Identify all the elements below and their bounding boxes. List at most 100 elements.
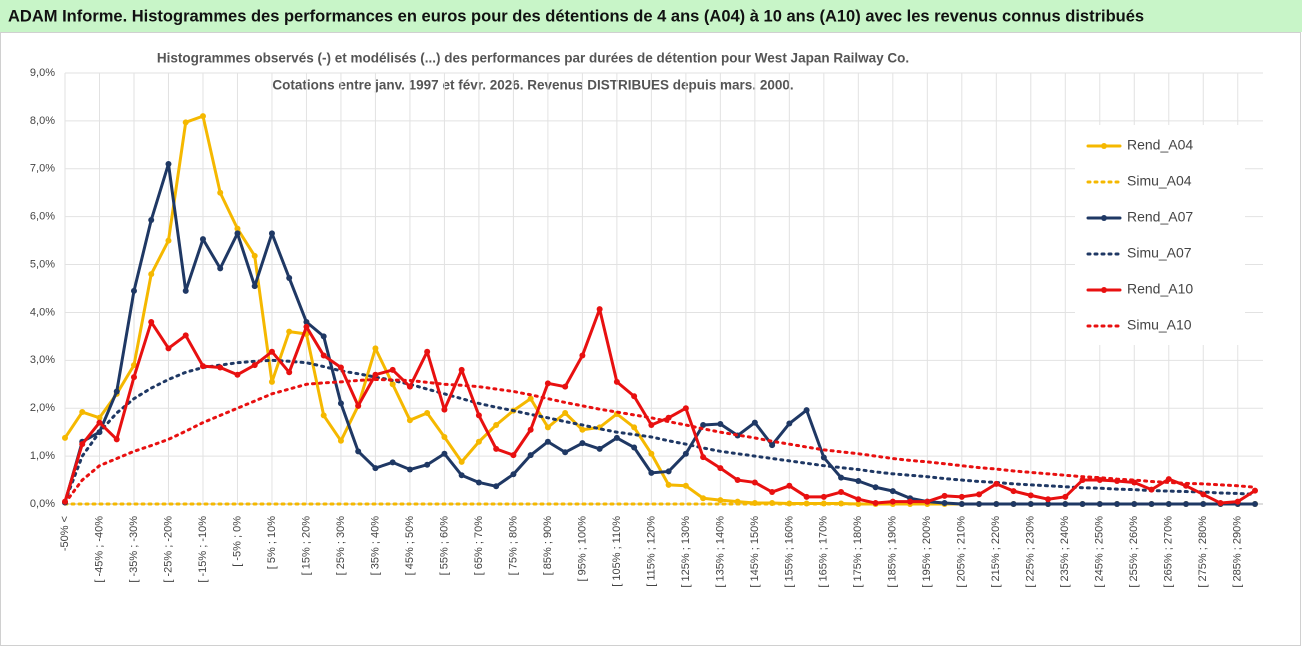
data-point [268, 230, 275, 237]
data-point [1096, 501, 1103, 507]
x-tick-label: [ 125% ; 130% [680, 516, 692, 588]
data-point [976, 491, 983, 498]
x-tick-label: [ 35% ; 40% [369, 516, 381, 576]
x-tick-label: [ 235% ; 240% [1059, 516, 1071, 588]
data-point [1079, 501, 1086, 507]
x-tick-label: [ -25% ; -20% [162, 516, 174, 583]
data-point [96, 419, 103, 426]
data-point [993, 501, 1000, 507]
data-point [820, 493, 827, 500]
x-tick-label: [ 265% ; 270% [1163, 516, 1175, 588]
data-point [544, 380, 551, 387]
data-point [700, 421, 707, 428]
data-point [372, 371, 379, 378]
data-point [941, 500, 948, 507]
data-point [406, 466, 413, 473]
data-point [406, 417, 413, 424]
data-point [786, 482, 793, 489]
data-point [286, 328, 293, 335]
y-tick-label: 4,0% [30, 306, 55, 318]
data-point [631, 393, 638, 400]
data-point [355, 448, 362, 455]
data-point [682, 482, 689, 489]
x-tick-label: [ -35% ; -30% [128, 516, 140, 583]
data-point [958, 501, 965, 507]
data-point [251, 252, 258, 259]
data-point [475, 479, 482, 486]
y-tick-label: 5,0% [30, 258, 55, 270]
data-point [320, 412, 327, 419]
x-tick-label: [ 5% ; 10% [266, 516, 278, 569]
data-point [665, 414, 672, 421]
data-point [631, 424, 638, 431]
data-point [769, 489, 776, 496]
data-point [424, 410, 431, 417]
data-point [665, 481, 672, 488]
x-tick-label: [ -5% ; 0% [231, 516, 243, 567]
data-point [199, 236, 206, 243]
data-point [1183, 501, 1190, 507]
data-point [372, 465, 379, 472]
data-point [751, 479, 758, 486]
x-tick-label: [ 215% ; 220% [990, 516, 1002, 588]
data-point [148, 319, 155, 326]
data-point [682, 405, 689, 412]
data-point [855, 496, 862, 503]
x-tick-label: [ 25% ; 30% [335, 516, 347, 576]
data-point [199, 363, 206, 370]
data-point [889, 498, 896, 505]
data-point [182, 287, 189, 294]
x-tick-label: [ 165% ; 170% [818, 516, 830, 588]
x-tick-label: [ -45% ; -40% [93, 516, 105, 583]
x-tick-label: [ 115% ; 120% [645, 516, 657, 587]
data-point [924, 498, 931, 505]
data-point [458, 366, 465, 373]
data-point [1165, 476, 1172, 483]
x-tick-label: [ 175% ; 180% [852, 516, 864, 588]
y-tick-label: 8,0% [30, 115, 55, 127]
chart-subtitle: Histogrammes observés (-) et modélisés (… [157, 51, 909, 66]
data-point [648, 450, 655, 457]
data-point [1252, 487, 1258, 494]
data-point [1234, 498, 1241, 505]
data-point [1200, 491, 1207, 498]
data-point [165, 237, 172, 244]
x-tick-label: [ 285% ; 290% [1232, 516, 1244, 588]
data-point [527, 395, 534, 402]
data-point [493, 445, 500, 452]
data-point [1114, 501, 1121, 507]
series-line [63, 377, 1257, 505]
y-tick-label: 1,0% [30, 450, 55, 462]
data-point [79, 409, 86, 416]
x-tick-label: [ 185% ; 190% [887, 516, 899, 588]
data-point [234, 371, 241, 378]
y-tick-label: 0,0% [30, 498, 55, 510]
x-tick-label: [ 15% ; 20% [300, 516, 312, 576]
data-point [1027, 492, 1034, 499]
data-point [372, 345, 379, 352]
data-point [958, 493, 965, 500]
data-point [631, 444, 638, 451]
data-point [458, 472, 465, 479]
x-tick-label: [ 75% ; 80% [507, 516, 519, 576]
data-point [803, 407, 810, 414]
x-tick-label: [ 85% ; 90% [542, 516, 554, 576]
data-point [286, 369, 293, 376]
y-tick-label: 7,0% [30, 163, 55, 175]
legend-label: Simu_A10 [1127, 317, 1192, 333]
data-point [579, 426, 586, 433]
data-point [1062, 501, 1069, 507]
data-point [182, 119, 189, 126]
data-point [79, 441, 86, 448]
data-point [665, 468, 672, 475]
series-line [63, 307, 1257, 505]
data-point [475, 438, 482, 445]
data-point [527, 426, 534, 433]
data-point [337, 400, 344, 407]
data-point [510, 471, 517, 478]
data-point [148, 271, 155, 278]
data-point [337, 364, 344, 371]
data-point [1010, 501, 1017, 507]
data-point [717, 497, 724, 504]
